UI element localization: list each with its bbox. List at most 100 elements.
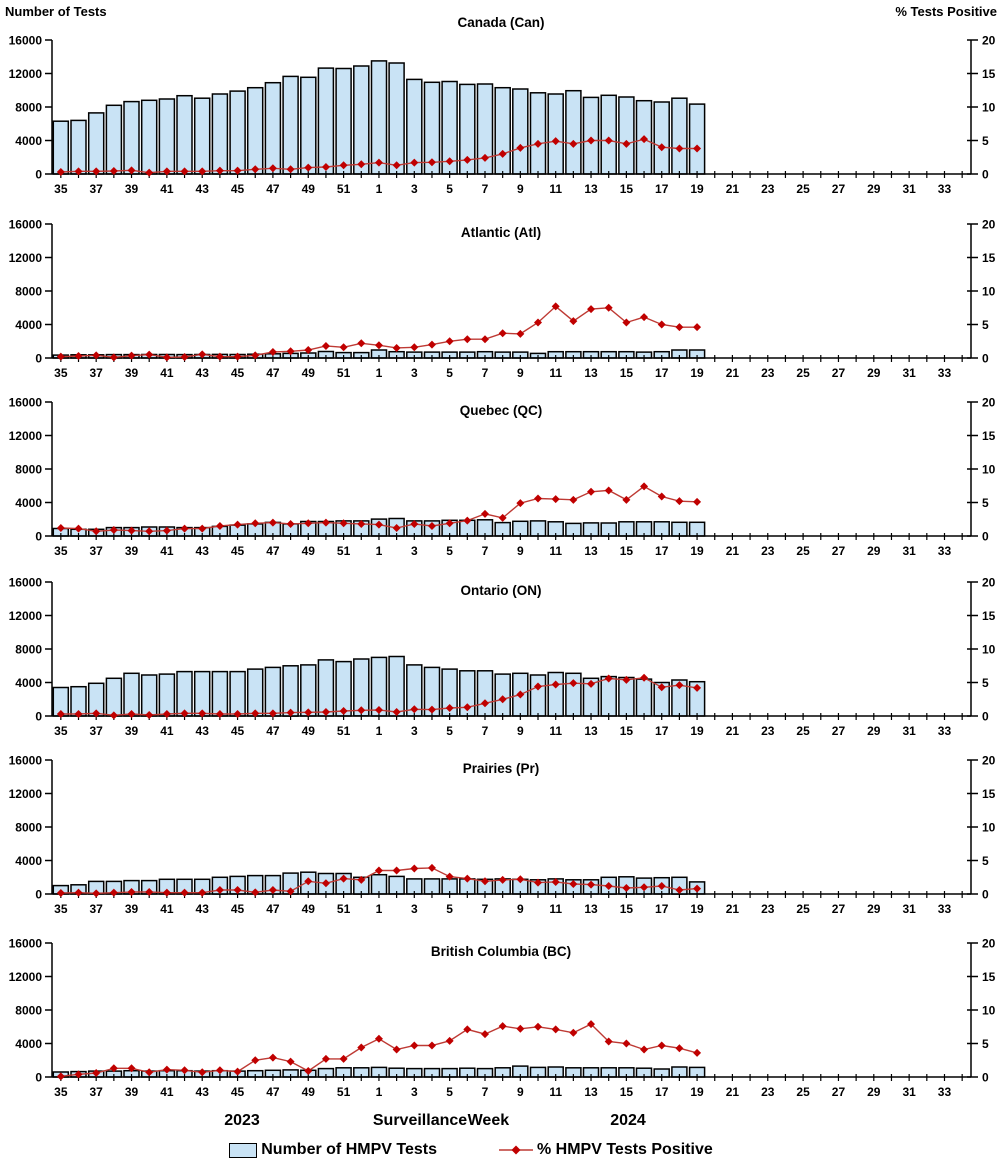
data-point-diamond — [569, 879, 578, 888]
right-axis-tick-label: 0 — [982, 352, 989, 366]
data-point-diamond — [445, 1036, 454, 1045]
test-count-bar — [211, 93, 229, 175]
left-axis-tick-label: 12000 — [9, 251, 43, 265]
left-axis-tick-label: 0 — [35, 352, 42, 366]
data-point-diamond — [445, 703, 454, 712]
week-tick-label: 3 — [411, 544, 418, 558]
week-tick-label: 9 — [517, 1085, 524, 1099]
week-tick-label: 1 — [376, 182, 383, 196]
test-count-bar — [565, 89, 582, 175]
data-point-diamond — [127, 166, 136, 175]
data-point-diamond — [551, 137, 560, 146]
right-axis-tick-label: 5 — [982, 318, 989, 332]
data-point-diamond — [251, 351, 260, 360]
test-count-bar — [600, 675, 617, 717]
data-point-diamond — [445, 519, 454, 528]
left-axis-tick-label: 8000 — [15, 643, 42, 657]
data-point-diamond — [480, 877, 489, 886]
data-point-diamond — [604, 303, 613, 312]
data-point-diamond — [463, 516, 472, 525]
data-point-diamond — [569, 1028, 578, 1037]
test-count-bar — [264, 81, 282, 175]
test-count-bar — [87, 112, 105, 175]
week-tick-label: 17 — [655, 544, 669, 558]
week-tick-label: 33 — [938, 902, 952, 916]
test-count-bar — [600, 94, 617, 175]
data-point-diamond — [480, 153, 489, 162]
week-tick-label: 39 — [125, 902, 139, 916]
test-count-bar — [653, 101, 670, 175]
week-tick-label: 17 — [655, 1085, 669, 1099]
right-axis-tick-label: 5 — [982, 134, 989, 148]
left-axis-tick-label: 0 — [35, 530, 42, 544]
data-point-diamond — [657, 143, 666, 152]
week-tick-label: 1 — [376, 366, 383, 380]
week-tick-label: 25 — [796, 366, 810, 380]
week-tick-label: 29 — [867, 902, 881, 916]
left-axis-tick-label: 0 — [35, 710, 42, 724]
week-tick-label: 11 — [549, 902, 562, 916]
panel-title-prairies: Prairies (Pr) — [462, 761, 540, 776]
week-tick-label: 23 — [761, 902, 775, 916]
week-tick-label: 37 — [90, 724, 104, 738]
data-point-diamond — [145, 1068, 154, 1077]
data-point-diamond — [357, 1043, 366, 1052]
data-point-diamond — [410, 343, 419, 352]
data-point-diamond — [268, 885, 277, 894]
left-axis-tick-label: 0 — [35, 1071, 42, 1085]
week-tick-label: 47 — [266, 544, 280, 558]
data-point-diamond — [268, 1053, 277, 1062]
week-tick-label: 51 — [337, 544, 351, 558]
week-tick-label: 13 — [584, 724, 598, 738]
week-tick-label: 33 — [938, 544, 952, 558]
week-tick-label: 3 — [411, 182, 418, 196]
data-point-diamond — [534, 878, 543, 887]
data-point-diamond — [534, 318, 543, 327]
week-tick-label: 5 — [446, 544, 453, 558]
data-point-diamond — [56, 352, 65, 361]
data-point-diamond — [657, 1041, 666, 1050]
week-tick-label: 7 — [482, 182, 489, 196]
data-point-diamond — [675, 323, 684, 332]
right-axis-tick-label: 15 — [982, 67, 996, 81]
data-point-diamond — [445, 337, 454, 346]
data-point-diamond — [215, 885, 224, 894]
data-point-diamond — [56, 1072, 65, 1081]
panel-title-ontario: Ontario (ON) — [460, 583, 542, 598]
week-tick-label: 51 — [337, 902, 351, 916]
data-point-diamond — [233, 885, 242, 894]
week-tick-label: 9 — [517, 366, 524, 380]
test-count-bar — [388, 62, 405, 175]
week-tick-label: 17 — [655, 182, 669, 196]
week-tick-label: 9 — [517, 902, 524, 916]
week-tick-label: 31 — [902, 1085, 916, 1099]
data-point-diamond — [233, 520, 242, 529]
week-tick-label: 35 — [54, 366, 68, 380]
data-point-diamond — [516, 329, 525, 338]
data-point-diamond — [551, 495, 560, 504]
test-count-bar — [547, 93, 564, 175]
week-tick-label: 17 — [655, 724, 669, 738]
data-point-diamond — [127, 1064, 136, 1073]
week-tick-label: 37 — [90, 1085, 104, 1099]
right-axis-tick-label: 20 — [982, 218, 996, 232]
right-axis-tick-label: 10 — [982, 285, 996, 299]
week-tick-label: 27 — [832, 544, 846, 558]
data-point-diamond — [357, 706, 366, 715]
week-tick-label: 49 — [302, 1085, 316, 1099]
legend-line-marker-icon — [498, 1145, 533, 1155]
data-point-diamond — [427, 521, 436, 530]
week-tick-label: 23 — [761, 366, 775, 380]
week-tick-label: 39 — [125, 366, 139, 380]
data-point-diamond — [480, 335, 489, 344]
data-point-diamond — [339, 343, 348, 352]
data-point-diamond — [339, 161, 348, 170]
week-tick-label: 47 — [266, 902, 280, 916]
right-axis-tick-label: 0 — [982, 1071, 989, 1085]
data-point-diamond — [427, 158, 436, 167]
data-point-diamond — [498, 513, 507, 522]
data-point-diamond — [693, 884, 702, 893]
data-point-diamond — [357, 519, 366, 528]
week-tick-label: 49 — [302, 724, 316, 738]
